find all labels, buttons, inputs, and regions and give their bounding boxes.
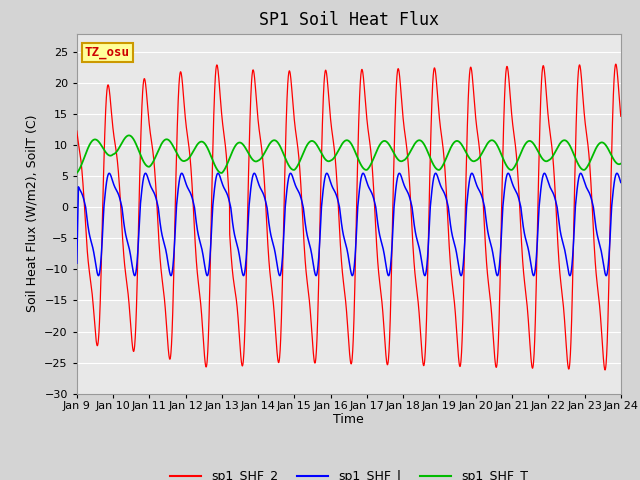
sp1_SHF_T [73, 170, 81, 176]
sp1_SHF_T [135, 148, 143, 154]
sp1_SHF_2 [601, 367, 609, 373]
sp1_SHF_l [282, 202, 289, 208]
Legend: sp1_SHF_2, sp1_SHF_l, sp1_SHF_T: sp1_SHF_2, sp1_SHF_l, sp1_SHF_T [164, 465, 533, 480]
sp1_SHF_2 [617, 113, 625, 119]
sp1_SHF_2 [548, 141, 556, 147]
sp1_SHF_2 [73, 128, 81, 134]
X-axis label: Time: Time [333, 413, 364, 426]
Line: sp1_SHF_l: sp1_SHF_l [77, 173, 621, 276]
sp1_SHF_l [607, 228, 614, 233]
sp1_SHF_T [305, 139, 313, 145]
sp1_SHF_T [218, 170, 225, 176]
sp1_SHF_2 [305, 294, 313, 300]
Y-axis label: Soil Heat Flux (W/m2), SoilT (C): Soil Heat Flux (W/m2), SoilT (C) [26, 115, 38, 312]
sp1_SHF_l [312, 273, 320, 278]
sp1_SHF_l [167, 273, 175, 278]
sp1_SHF_T [125, 132, 133, 138]
sp1_SHF_T [607, 151, 614, 156]
sp1_SHF_T [168, 140, 175, 146]
sp1_SHF_l [468, 170, 476, 176]
Line: sp1_SHF_2: sp1_SHF_2 [77, 64, 621, 370]
sp1_SHF_l [617, 180, 625, 185]
sp1_SHF_l [548, 188, 556, 193]
sp1_SHF_2 [135, 209, 143, 215]
sp1_SHF_2 [167, 348, 175, 353]
Line: sp1_SHF_T: sp1_SHF_T [77, 135, 621, 173]
sp1_SHF_T [282, 156, 290, 162]
sp1_SHF_l [305, 240, 313, 245]
Title: SP1 Soil Heat Flux: SP1 Soil Heat Flux [259, 11, 439, 29]
sp1_SHF_T [617, 161, 625, 167]
Text: TZ_osu: TZ_osu [85, 46, 130, 59]
sp1_SHF_2 [607, 211, 614, 217]
sp1_SHF_l [73, 260, 81, 266]
sp1_SHF_l [135, 230, 143, 236]
sp1_SHF_2 [282, 147, 289, 153]
sp1_SHF_2 [612, 61, 620, 67]
sp1_SHF_T [548, 155, 556, 160]
